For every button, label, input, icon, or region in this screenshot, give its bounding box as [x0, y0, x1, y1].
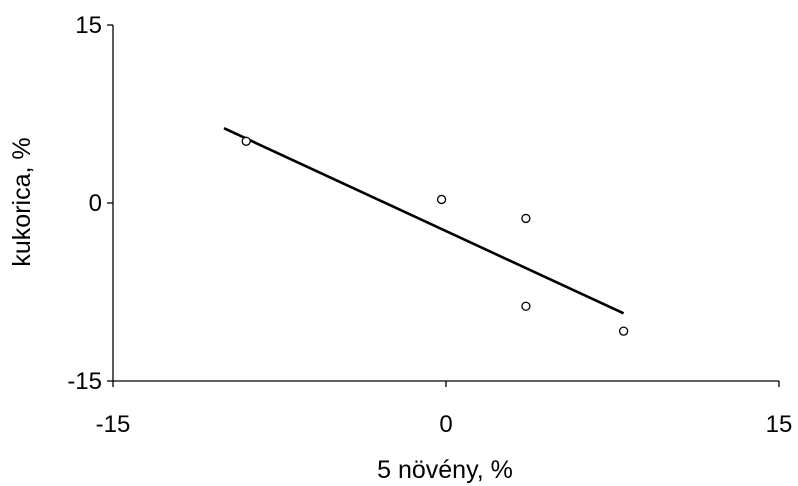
data-point — [618, 326, 629, 336]
x-tick-label: -15 — [96, 411, 131, 438]
x-axis-ticks: -15 0 15 — [96, 381, 793, 438]
trendline — [223, 127, 625, 315]
data-point — [521, 301, 531, 311]
data-points-layer — [241, 136, 629, 336]
plot-area: -15 0 15 -15 0 15 — [67, 12, 792, 438]
x-tick-label: 15 — [766, 411, 793, 438]
trendline-layer — [223, 127, 625, 315]
y-axis-ticks: -15 0 15 — [67, 12, 113, 395]
x-axis-title: 5 növény, % — [377, 456, 513, 484]
y-tick-label: 0 — [89, 190, 102, 217]
data-point — [436, 194, 447, 205]
x-tick-label: 0 — [439, 411, 452, 438]
y-tick-label: -15 — [67, 368, 102, 395]
y-tick-label: 15 — [75, 12, 102, 39]
y-axis-title: kukorica, % — [8, 137, 36, 266]
data-point — [521, 213, 531, 224]
data-point — [241, 136, 251, 146]
